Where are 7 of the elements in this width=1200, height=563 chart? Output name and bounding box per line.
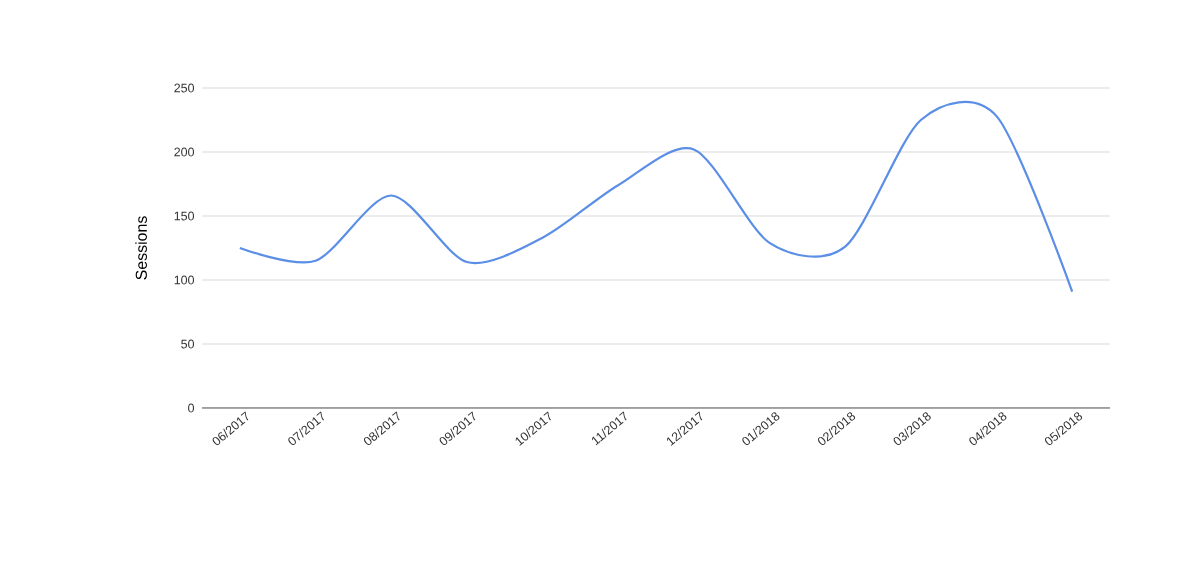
y-tick-label: 150 [174, 211, 195, 221]
y-tick-label: 250 [174, 83, 195, 93]
y-axis-title: Sessions [135, 216, 147, 280]
y-tick-label: 0 [188, 403, 195, 413]
y-tick-label: 100 [174, 275, 195, 285]
y-tick-label: 50 [181, 339, 195, 349]
y-tick-label: 200 [174, 147, 195, 157]
